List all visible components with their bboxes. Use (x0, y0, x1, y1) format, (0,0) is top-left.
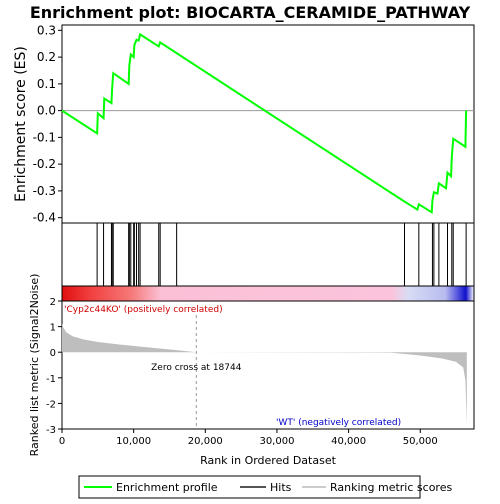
metric-y-axis: -3 -2 -1 0 1 2 (46, 297, 62, 436)
hits-panel-frame (61, 222, 475, 287)
enrichment-profile-line (61, 32, 468, 215)
zero-cross-label: Zero cross at 18744 (151, 363, 242, 373)
es-ytick-label: 0.2 (37, 50, 56, 64)
rank-x-axis-label: Rank in Ordered Dataset (200, 454, 337, 467)
metric-ytick-label: -1 (46, 374, 56, 385)
es-ytick-label: 0.0 (37, 104, 56, 118)
legend-enrichment-label: Enrichment profile (116, 481, 218, 494)
chart-title: Enrichment plot: BIOCARTA_CERAMIDE_PATHW… (30, 3, 471, 22)
es-ytick-label: -0.1 (33, 130, 56, 144)
es-ytick-label: -0.4 (33, 211, 56, 225)
rank-xtick-label: 50,000 (403, 436, 438, 447)
es-ytick-label: 0.1 (37, 77, 56, 91)
metric-ytick-label: -2 (46, 399, 56, 410)
es-y-axis: -0.4 -0.3 -0.2 -0.1 0.0 0.1 0.2 0.3 (33, 23, 62, 225)
rank-xtick-label: 30,000 (259, 436, 294, 447)
metric-y-axis-label: Ranked list metric (Signal2Noise) (28, 274, 41, 457)
metric-ytick-label: 1 (50, 323, 56, 334)
legend: Enrichment profile Hits Ranking metric s… (78, 475, 452, 499)
es-y-axis-label: Enrichment score (ES) (13, 46, 29, 202)
legend-metric-label: Ranking metric scores (330, 481, 452, 494)
es-ytick-label: -0.3 (33, 184, 56, 198)
rank-xtick-label: 0 (59, 436, 65, 447)
rank-xtick-label: 20,000 (188, 436, 223, 447)
rank-gradient-bar (61, 285, 475, 302)
es-panel-frame (61, 24, 475, 224)
positive-correlation-label: 'Cyp2c44KO' (positively correlated) (64, 305, 223, 315)
metric-ytick-label: -3 (46, 425, 56, 436)
hit-lines (96, 223, 467, 286)
metric-panel-frame (61, 300, 475, 430)
rank-xtick-label: 10,000 (116, 436, 151, 447)
metric-ytick-label: 2 (50, 297, 56, 308)
metric-ytick-label: 0 (50, 348, 56, 359)
es-ytick-label: -0.2 (33, 157, 56, 171)
rank-x-axis: 0 10,000 20,000 30,000 40,000 50,000 (59, 429, 438, 447)
ranking-metric-area (62, 323, 467, 426)
negative-correlation-label: 'WT' (negatively correlated) (276, 418, 401, 428)
rank-xtick-label: 40,000 (331, 436, 366, 447)
legend-hits-label: Hits (270, 481, 292, 494)
es-ytick-label: 0.3 (37, 23, 56, 37)
